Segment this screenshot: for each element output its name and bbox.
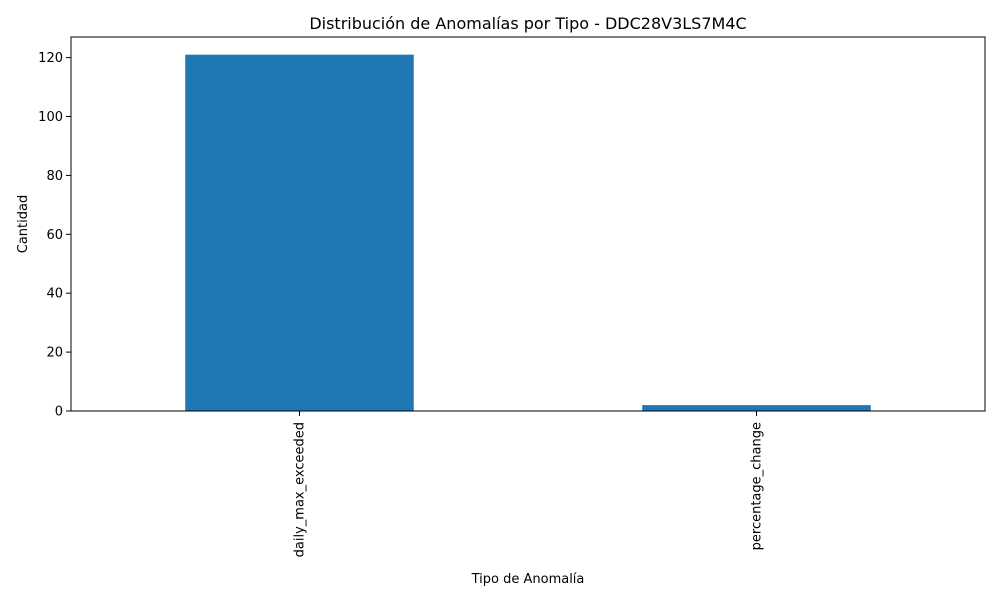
bars-layer: [185, 54, 871, 412]
y-axis-label: Cantidad: [16, 195, 31, 253]
bar-daily_max_exceeded: [185, 54, 414, 412]
x-axis-ticks: daily_max_exceeded percentage_change: [293, 411, 765, 557]
y-tick-label: 60: [46, 228, 63, 243]
chart-title: Distribución de Anomalías por Tipo - DDC…: [309, 14, 746, 33]
y-tick-label: 80: [46, 169, 63, 184]
y-tick-label: 120: [38, 51, 63, 66]
x-tick-label: percentage_change: [750, 422, 765, 550]
y-axis-ticks: 0 20 40 60 80 100 120: [38, 51, 71, 420]
x-tick-label: daily_max_exceeded: [293, 422, 308, 557]
y-tick-label: 20: [46, 346, 63, 361]
x-axis-label: Tipo de Anomalía: [471, 572, 585, 587]
plot-frame: [70, 36, 986, 412]
y-tick-label: 0: [55, 405, 63, 420]
y-tick-label: 100: [38, 110, 63, 125]
y-tick-label: 40: [46, 287, 63, 302]
bar-percentage_change: [642, 405, 871, 411]
